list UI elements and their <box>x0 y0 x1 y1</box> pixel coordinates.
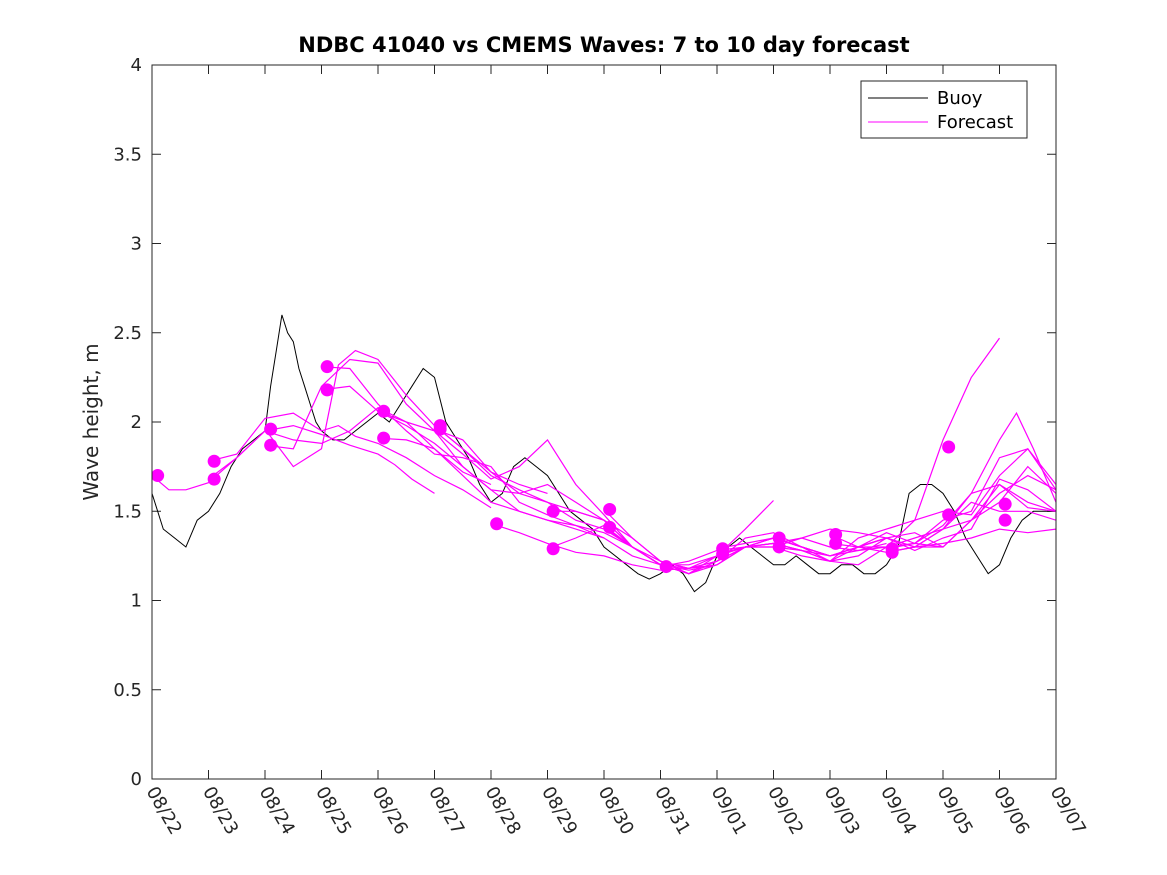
forecast-run-line <box>829 411 1056 553</box>
forecast-markers <box>152 360 1012 574</box>
legend-forecast-label: Forecast <box>937 112 1013 133</box>
forecast-start-marker <box>998 497 1012 511</box>
forecast-run-line <box>829 448 1056 548</box>
legend: Buoy Forecast <box>860 80 1028 139</box>
y-tick-label: 0 <box>131 769 142 790</box>
forecast-run-line <box>152 424 435 494</box>
forecast-run-line <box>264 349 548 494</box>
forecast-start-marker <box>942 440 956 454</box>
forecast-run-line <box>886 483 1056 550</box>
plot-frame <box>151 64 1057 780</box>
forecast-start-marker <box>264 438 278 452</box>
forecast-run-line <box>886 501 1056 553</box>
forecast-start-marker <box>207 454 221 468</box>
y-tick-label: 3.5 <box>113 144 142 165</box>
y-axis-label: Wave height, m <box>79 343 103 500</box>
y-tick-label: 0.5 <box>113 680 142 701</box>
legend-buoy-label: Buoy <box>937 88 983 109</box>
forecast-start-marker <box>659 560 673 574</box>
forecast-start-marker <box>829 536 843 550</box>
forecast-run-line <box>208 412 492 509</box>
forecast-start-marker <box>546 504 560 518</box>
forecast-run-line <box>208 406 492 486</box>
plot-area <box>152 314 1056 593</box>
y-tick-label: 1.5 <box>113 501 142 522</box>
forecast-start-marker <box>998 513 1012 527</box>
forecast-start-marker <box>603 502 617 516</box>
forecast-start-marker <box>377 404 391 418</box>
forecast-start-marker <box>546 542 560 556</box>
y-tick-label: 2 <box>131 412 142 433</box>
forecast-start-marker <box>264 422 278 436</box>
forecast-run-line <box>321 366 661 566</box>
forecast-start-marker <box>603 520 617 534</box>
forecast-start-marker <box>320 383 334 397</box>
forecast-start-marker <box>377 431 391 445</box>
forecast-start-marker <box>942 508 956 522</box>
y-tick-label: 2.5 <box>113 323 142 344</box>
forecast-start-marker <box>829 527 843 541</box>
forecast-run-line <box>773 447 1056 566</box>
forecast-start-marker <box>772 540 786 554</box>
y-tick-label: 1 <box>131 591 142 612</box>
forecast-start-marker <box>490 517 504 531</box>
forecast-start-marker <box>772 531 786 545</box>
y-tick-label: 3 <box>131 234 142 255</box>
y-tick-label: 4 <box>131 55 142 76</box>
chart-title: NDBC 41040 vs CMEMS Waves: 7 to 10 day f… <box>298 33 909 57</box>
forecast-start-marker <box>207 472 221 486</box>
forecast-start-marker <box>885 545 899 559</box>
forecast-start-marker <box>152 469 165 483</box>
forecast-start-marker <box>433 422 447 436</box>
forecast-start-marker <box>320 360 334 374</box>
legend-box <box>860 80 1028 139</box>
forecast-start-marker <box>716 547 730 561</box>
